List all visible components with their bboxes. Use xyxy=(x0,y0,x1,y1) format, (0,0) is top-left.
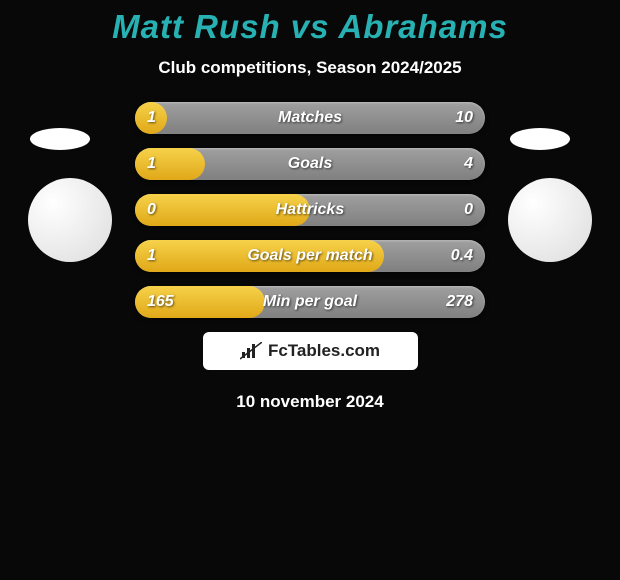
title-text: Matt Rush vs Abrahams xyxy=(112,8,508,45)
subtitle: Club competitions, Season 2024/2025 xyxy=(0,58,620,78)
stat-row-goals: 1Goals4 xyxy=(135,148,485,180)
stat-right-value: 278 xyxy=(446,293,473,311)
club-badge-right xyxy=(508,178,592,262)
club-badge-left xyxy=(28,178,112,262)
stat-label: Goals per match xyxy=(135,247,485,265)
fctables-logo: FcTables.com xyxy=(203,332,418,370)
page-title: Matt Rush vs Abrahams xyxy=(0,8,620,46)
update-date: 10 november 2024 xyxy=(0,392,620,412)
bar-chart-icon xyxy=(240,342,262,360)
stat-row-goals-per-match: 1Goals per match0.4 xyxy=(135,240,485,272)
stat-label: Hattricks xyxy=(135,201,485,219)
logo-text: FcTables.com xyxy=(268,341,380,361)
stats-panel: 1Matches10 1Goals4 0Hattricks0 1Goals per m… xyxy=(135,102,485,318)
stat-row-min-per-goal: 165Min per goal278 xyxy=(135,286,485,318)
stat-right-value: 0.4 xyxy=(451,247,473,265)
stat-right-value: 0 xyxy=(464,201,473,219)
stat-label: Goals xyxy=(135,155,485,173)
flag-left xyxy=(30,128,90,150)
stat-row-matches: 1Matches10 xyxy=(135,102,485,134)
stat-label: Matches xyxy=(135,109,485,127)
flag-right xyxy=(510,128,570,150)
comparison-card: Matt Rush vs Abrahams Club competitions,… xyxy=(0,0,620,412)
stat-right-value: 10 xyxy=(455,109,473,127)
stat-row-hattricks: 0Hattricks0 xyxy=(135,194,485,226)
stat-right-value: 4 xyxy=(464,155,473,173)
stat-label: Min per goal xyxy=(135,293,485,311)
